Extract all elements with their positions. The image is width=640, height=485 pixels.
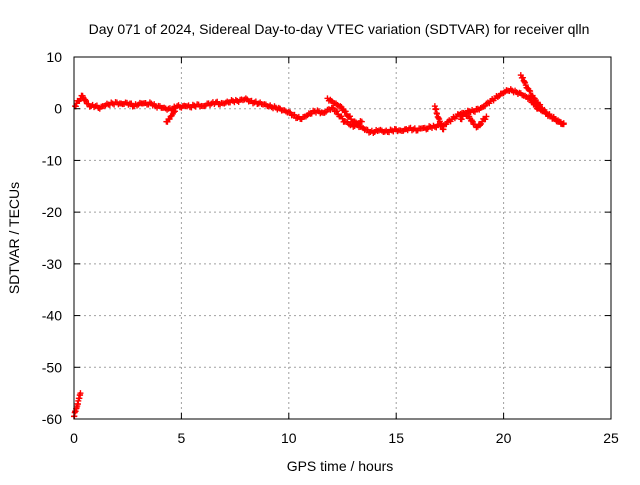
data-point-marker <box>537 101 544 108</box>
y-tick-label: -60 <box>42 411 62 427</box>
y-tick-label: -50 <box>42 359 62 375</box>
chart-title: Day 071 of 2024, Sidereal Day-to-day VTE… <box>89 21 590 37</box>
x-tick-label: 5 <box>178 430 186 446</box>
data-point-marker <box>171 108 178 115</box>
y-tick-label: 0 <box>54 101 62 117</box>
data-point-marker <box>77 390 84 397</box>
data-point-marker <box>482 116 489 123</box>
data-point-marker <box>483 113 490 120</box>
axis-ticks <box>73 56 612 420</box>
data-point-marker <box>458 116 465 123</box>
data-point-marker <box>439 122 446 129</box>
data-point-marker <box>434 110 441 117</box>
x-tick-label: 25 <box>603 430 619 446</box>
data-point-marker <box>338 103 345 110</box>
data-point-marker <box>440 126 447 133</box>
data-points <box>71 72 567 420</box>
data-point-marker <box>560 120 567 127</box>
data-point-marker <box>337 103 344 110</box>
data-point-marker <box>519 74 526 81</box>
y-axis-label: SDTVAR / TECUs <box>6 182 22 294</box>
x-tick-label: 10 <box>281 430 297 446</box>
x-tick-label: 15 <box>388 430 404 446</box>
x-tick-label: 0 <box>70 430 78 446</box>
data-point-marker <box>170 109 177 116</box>
data-point-marker <box>347 113 354 120</box>
grid-lines <box>74 57 611 419</box>
y-tick-label: -10 <box>42 152 62 168</box>
data-point-marker <box>527 88 534 95</box>
data-point-marker <box>435 114 442 121</box>
tick-labels: 0 5 10 15 20 25 10 0 -10 -20 -30 -40 -50 -60 <box>42 49 619 446</box>
data-point-marker <box>342 108 349 115</box>
data-point-marker <box>438 121 445 128</box>
x-tick-label: 20 <box>496 430 512 446</box>
data-point-marker <box>521 78 528 85</box>
plot-frame <box>73 56 612 420</box>
data-point-marker <box>358 118 365 125</box>
data-point-marker <box>291 111 298 118</box>
y-tick-label: -40 <box>42 308 62 324</box>
y-tick-label: 10 <box>46 49 62 65</box>
y-tick-label: -30 <box>42 256 62 272</box>
data-point-marker <box>334 108 341 115</box>
x-axis-label: GPS time / hours <box>287 458 394 474</box>
y-tick-label: -20 <box>42 204 62 220</box>
data-point-marker <box>532 97 539 104</box>
